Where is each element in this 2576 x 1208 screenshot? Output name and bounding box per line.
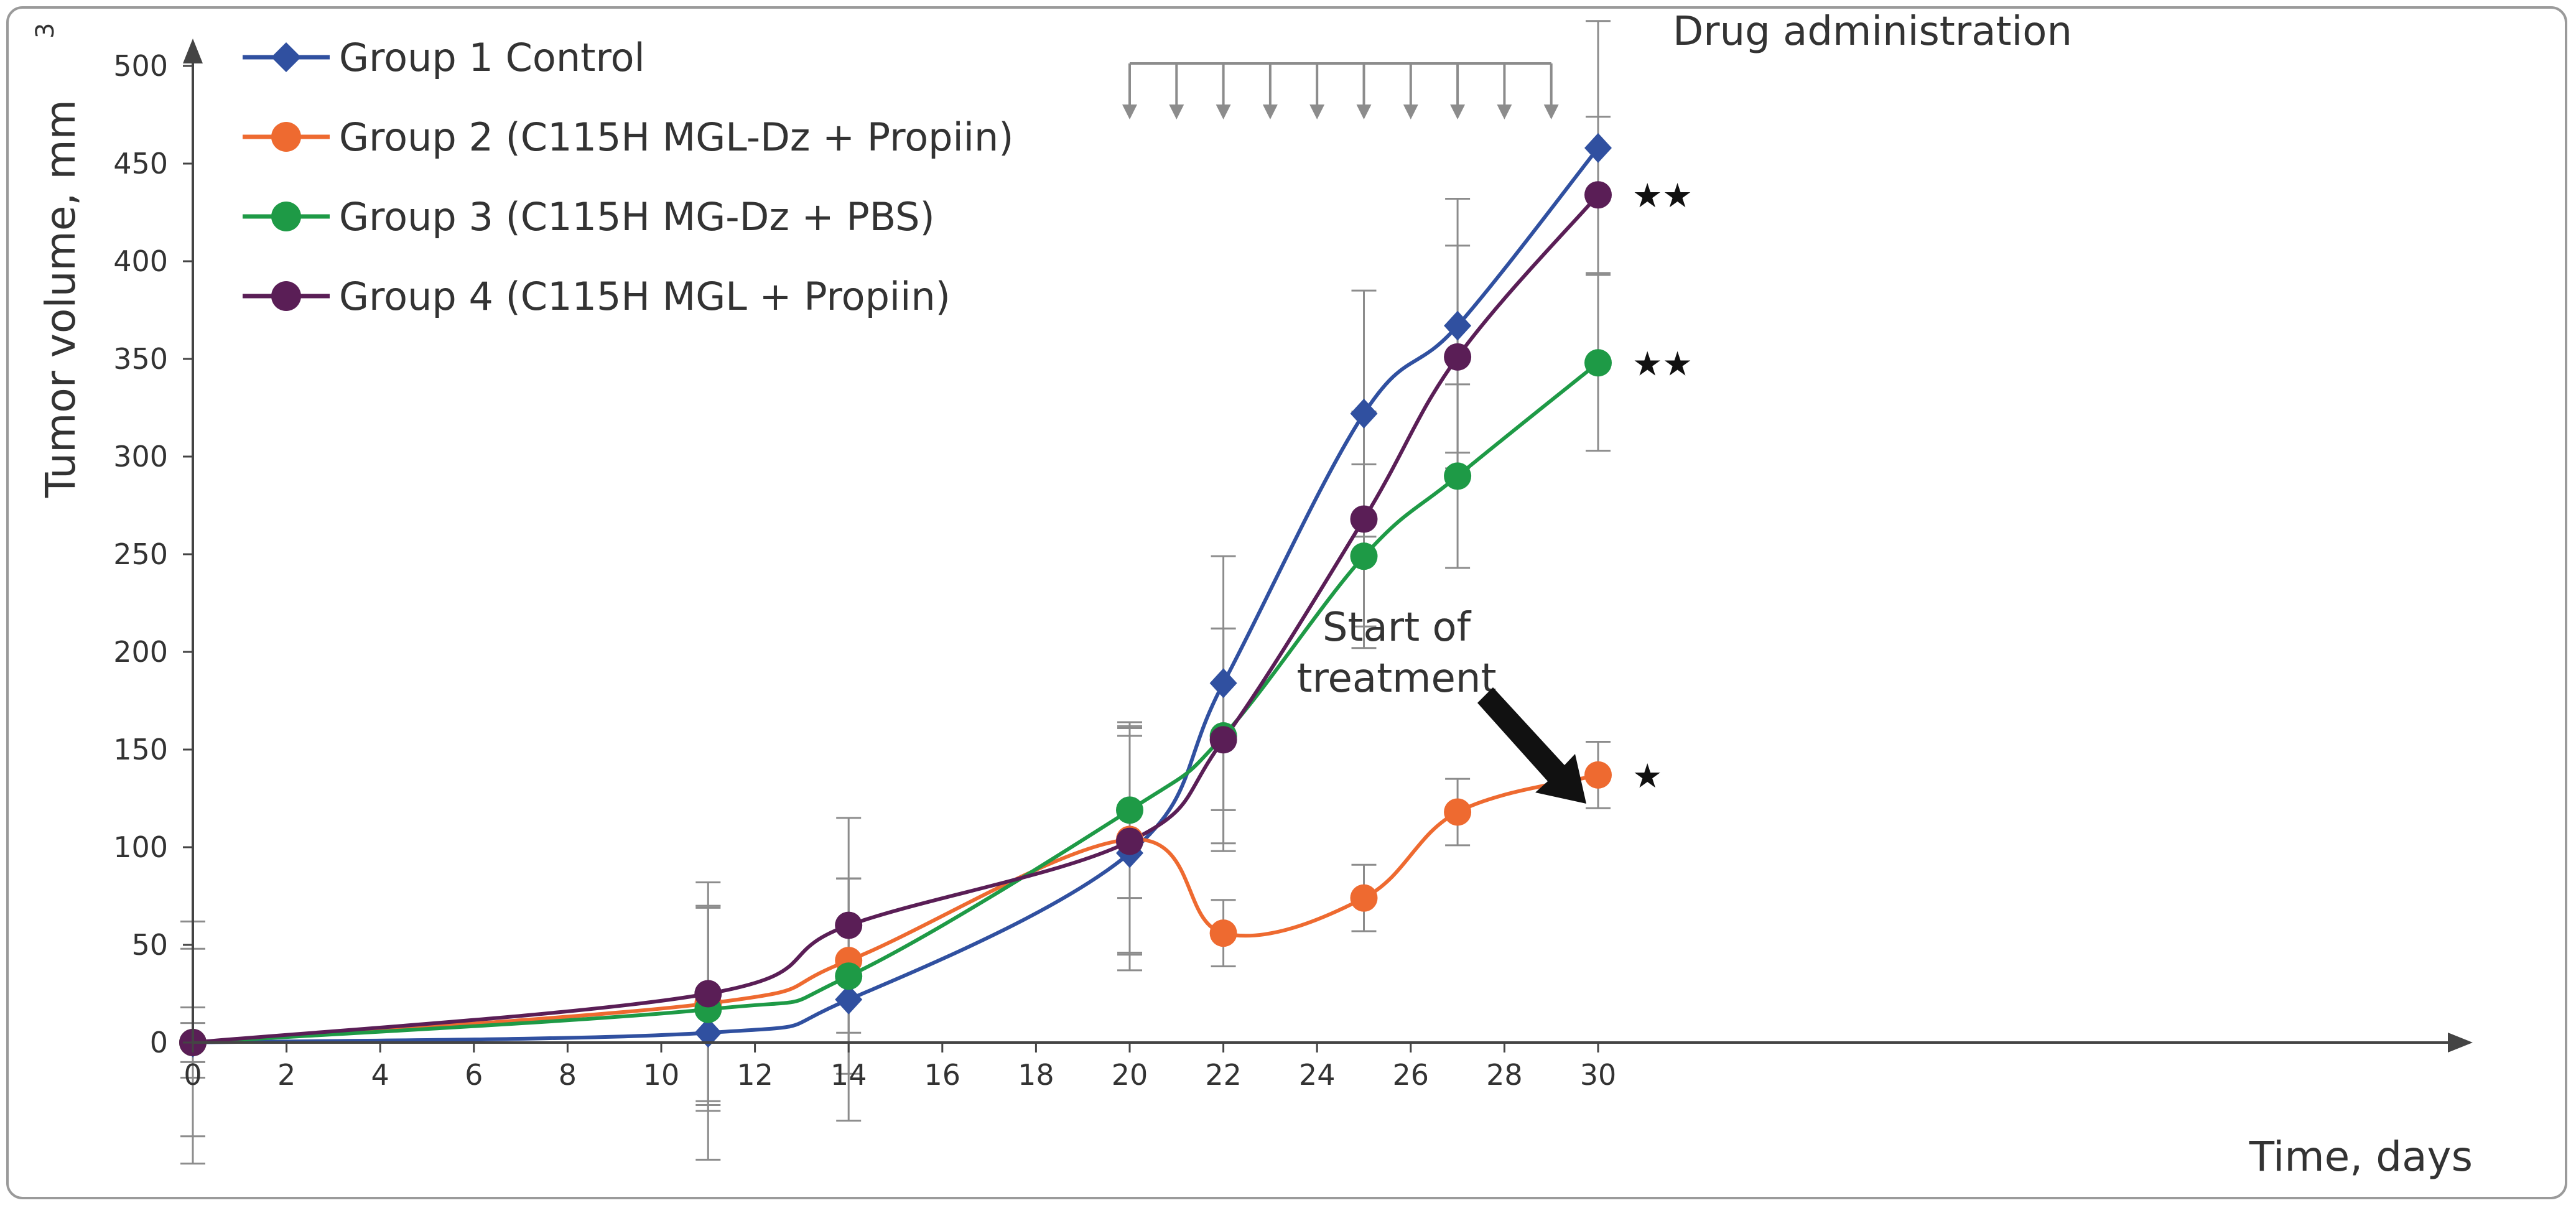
x-tick-label: 10 xyxy=(643,1058,680,1092)
data-point-group-1 xyxy=(1584,132,1612,163)
start-treatment-label-line2: treatment xyxy=(1296,656,1496,702)
drug-dose-arrow-head-icon xyxy=(1497,105,1512,119)
data-point-group-4 xyxy=(1584,181,1612,209)
x-tick-label: 20 xyxy=(1112,1058,1148,1092)
drug-dose-arrow-head-icon xyxy=(1309,105,1325,119)
data-point-group-2 xyxy=(1350,884,1378,912)
data-point-group-1 xyxy=(835,984,863,1015)
x-tick-label: 14 xyxy=(830,1058,867,1092)
drug-administration-label: Drug administration xyxy=(1673,9,2072,55)
data-point-group-2 xyxy=(1584,761,1612,789)
x-tick-label: 24 xyxy=(1299,1058,1336,1092)
y-tick-label: 300 xyxy=(113,440,168,473)
y-axis-label: Tumor volume, mm xyxy=(37,100,85,498)
data-point-group-1 xyxy=(1350,398,1378,429)
x-tick-label: 30 xyxy=(1580,1058,1617,1092)
y-tick-label: 150 xyxy=(113,733,168,766)
y-axis-arrow-icon xyxy=(183,39,203,63)
x-tick-label: 6 xyxy=(465,1058,483,1092)
data-point-group-3 xyxy=(1444,462,1472,490)
legend-label: Group 4 (C115H MGL + Propiin) xyxy=(339,274,951,319)
x-tick-label: 18 xyxy=(1018,1058,1054,1092)
y-tick-label: 500 xyxy=(113,49,168,83)
x-tick-label: 4 xyxy=(371,1058,389,1092)
data-point-group-4 xyxy=(1116,827,1143,855)
data-point-group-2 xyxy=(1209,919,1237,947)
x-tick-label: 16 xyxy=(924,1058,961,1092)
drug-dose-arrow-head-icon xyxy=(1543,105,1559,119)
y-tick-label: 400 xyxy=(113,244,168,278)
legend: Group 1 Control Group 2 (C115H MGL-Dz + P… xyxy=(243,35,1013,319)
data-point-group-4 xyxy=(694,980,722,1008)
start-treatment-label-line1: Start of xyxy=(1323,605,1472,651)
y-tick-label: 200 xyxy=(113,635,168,669)
data-point-group-3 xyxy=(1116,796,1143,824)
chart-frame xyxy=(6,6,2567,1199)
y-ticks: 0 50 100 150 200 250 300 350 400 450 500 xyxy=(113,49,193,1059)
drug-dose-arrow-head-icon xyxy=(1216,105,1231,119)
start-of-treatment-annotation: Start of treatment xyxy=(1296,605,1586,804)
series-line-group-4 xyxy=(192,193,1600,1044)
significance-star: ★★ xyxy=(1632,176,1693,215)
significance-star: ★ xyxy=(1632,756,1662,796)
data-point-group-3 xyxy=(1350,542,1378,570)
legend-circle-icon xyxy=(271,281,301,311)
series-line-group-2 xyxy=(192,773,1599,1044)
significance-markers: ★★★★★ xyxy=(1632,176,1693,796)
data-point-group-1 xyxy=(694,1018,722,1048)
data-point-group-4 xyxy=(1209,726,1237,754)
x-tick-label: 22 xyxy=(1205,1058,1242,1092)
x-tick-label: 8 xyxy=(559,1058,577,1092)
legend-circle-icon xyxy=(271,202,301,231)
drug-dose-arrow-head-icon xyxy=(1122,105,1137,119)
x-tick-label: 28 xyxy=(1486,1058,1523,1092)
x-tick-label: 2 xyxy=(277,1058,295,1092)
x-axis-label: Time, days xyxy=(2249,1133,2473,1181)
data-point-group-4 xyxy=(835,911,863,939)
errorbar-layer xyxy=(180,20,1611,1165)
x-tick-label: 0 xyxy=(184,1058,202,1092)
drug-dose-arrow-head-icon xyxy=(1169,105,1184,119)
y-tick-label: 250 xyxy=(113,537,168,571)
y-tick-label: 100 xyxy=(113,830,168,864)
legend-diamond-icon xyxy=(271,42,301,72)
x-tick-label: 12 xyxy=(737,1058,773,1092)
drug-dose-arrow-head-icon xyxy=(1356,105,1372,119)
x-tick-label: 26 xyxy=(1393,1058,1430,1092)
start-treatment-arrow-icon xyxy=(1477,687,1586,804)
x-axis-arrow-icon xyxy=(2448,1033,2473,1052)
y-tick-label: 50 xyxy=(131,928,168,962)
markers-layer xyxy=(179,132,1612,1057)
data-point-group-4 xyxy=(1350,505,1378,533)
x-ticks: 0 2 4 6 8 10 12 14 16 18 20 22 24 26 28 30 xyxy=(184,1043,1616,1092)
data-point-group-1 xyxy=(1444,310,1472,341)
y-tick-label: 350 xyxy=(113,342,168,376)
data-point-group-3 xyxy=(1584,349,1612,377)
drug-dose-arrow-head-icon xyxy=(1262,105,1278,119)
y-tick-label: 0 xyxy=(150,1026,168,1059)
y-tick-label: 450 xyxy=(113,147,168,180)
y-axis-label-superscript: 3 xyxy=(31,23,60,39)
legend-label: Group 2 (C115H MGL-Dz + Propiin) xyxy=(339,114,1013,160)
significance-star: ★★ xyxy=(1632,344,1693,383)
data-point-group-2 xyxy=(1444,798,1472,826)
y-axis-label-group: Tumor volume, mm 3 xyxy=(31,23,85,498)
legend-label: Group 1 Control xyxy=(339,35,645,80)
data-point-group-1 xyxy=(1209,668,1237,699)
data-point-group-4 xyxy=(1444,343,1472,371)
drug-administration-annotation: Drug administration xyxy=(1122,9,2072,119)
legend-label: Group 3 (C115H MG-Dz + PBS) xyxy=(339,194,935,239)
legend-circle-icon xyxy=(271,122,301,152)
drug-dose-arrow-head-icon xyxy=(1403,105,1418,119)
drug-dose-arrow-head-icon xyxy=(1450,105,1466,119)
data-point-group-3 xyxy=(835,962,863,990)
